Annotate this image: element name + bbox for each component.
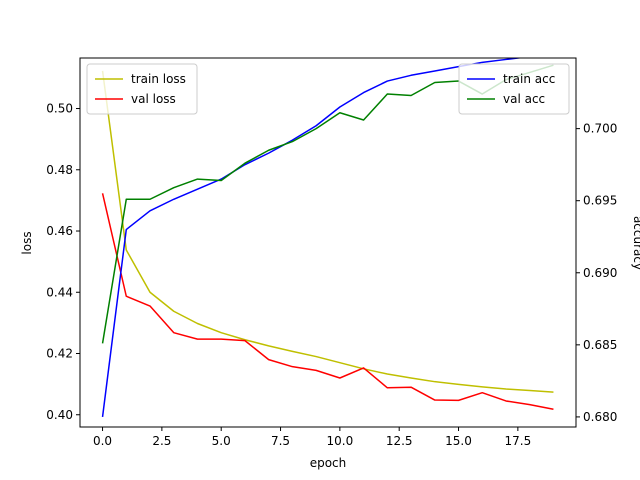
y-left-tick-label: 0.48	[46, 163, 73, 177]
y-left-tick-label: 0.46	[46, 224, 73, 238]
y-right-tick-label: 0.700	[583, 122, 617, 136]
legend-box-upper-right	[458, 63, 570, 115]
legend-label-train-acc: train acc	[503, 72, 555, 86]
x-tick-label: 17.5	[504, 434, 531, 448]
series-line-train-acc	[101, 58, 525, 418]
y-left-tick-label: 0.50	[46, 102, 73, 116]
y-right-tick-label: 0.685	[583, 338, 617, 352]
plot-frame	[79, 57, 577, 428]
series-line-train-loss	[101, 70, 554, 393]
x-tick-label: 7.5	[271, 434, 290, 448]
legend-label-train-loss: train loss	[131, 72, 186, 86]
x-axis-label: epoch	[310, 456, 347, 470]
y-right-tick-label: 0.690	[583, 266, 617, 280]
legend-label-val-acc: val acc	[503, 92, 545, 106]
x-tick-label: 5.0	[212, 434, 231, 448]
series-line-val-loss	[101, 193, 554, 410]
x-tick-label: 15.0	[445, 434, 472, 448]
y-axis-left-label: loss	[20, 231, 34, 254]
y-left-tick-label: 0.42	[46, 347, 73, 361]
y-right-tick-label: 0.680	[583, 410, 617, 424]
legend-box-upper-left	[86, 63, 198, 115]
y-left-tick-label: 0.44	[46, 285, 73, 299]
x-tick-label: 12.5	[386, 434, 413, 448]
x-tick-label: 0.0	[93, 434, 112, 448]
x-tick-label: 10.0	[327, 434, 354, 448]
y-right-tick-label: 0.695	[583, 194, 617, 208]
y-axis-right-label: accuracy	[631, 216, 640, 270]
x-tick-label: 2.5	[152, 434, 171, 448]
legend-label-val-loss: val loss	[131, 92, 176, 106]
y-left-tick-label: 0.40	[46, 408, 73, 422]
